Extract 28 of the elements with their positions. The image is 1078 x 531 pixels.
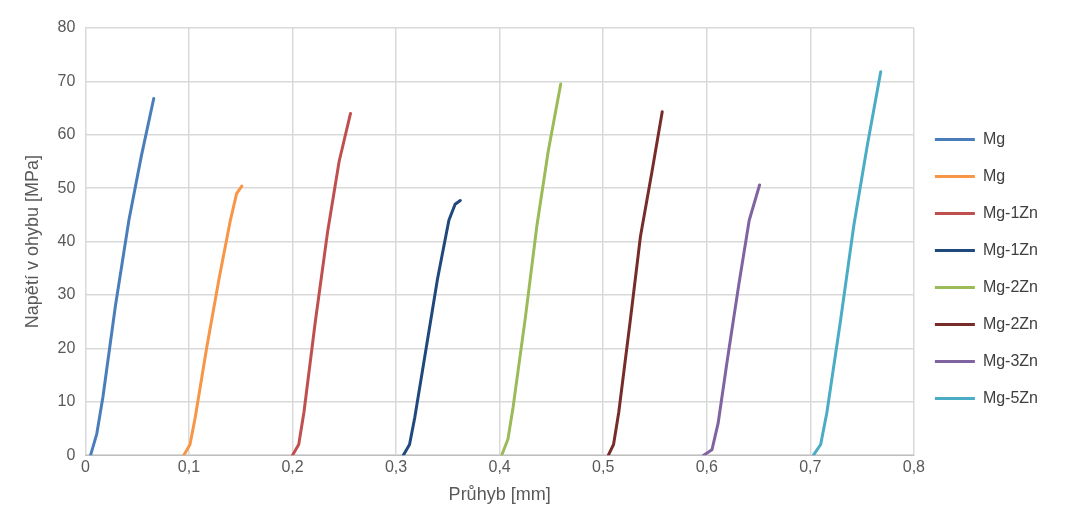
legend-label: Mg-2Zn — [982, 314, 1038, 332]
y-tick-label: 30 — [57, 285, 76, 303]
x-tick-label: 0 — [80, 458, 90, 476]
y-tick-label: 50 — [57, 178, 76, 196]
legend-label: Mg — [982, 129, 1006, 147]
legend-label: Mg-3Zn — [982, 351, 1038, 369]
x-tick-label: 0,1 — [177, 458, 201, 476]
x-tick-label: 0,4 — [488, 458, 511, 476]
legend-label: Mg-1Zn — [982, 240, 1038, 258]
y-tick-label: 80 — [57, 18, 76, 36]
x-tick-label: 0,6 — [695, 458, 718, 476]
y-tick-label: 10 — [57, 392, 76, 410]
x-tick-label: 0,2 — [281, 458, 304, 476]
x-axis-title: Průhyb [mm] — [448, 484, 551, 505]
y-axis-title: Napětí v ohybu [MPa] — [21, 155, 42, 329]
legend-label: Mg-1Zn — [982, 203, 1038, 221]
y-tick-label: 20 — [57, 338, 76, 356]
y-tick-label: 70 — [57, 71, 76, 89]
legend-label: Mg — [982, 166, 1006, 184]
x-tick-label: 0,3 — [384, 458, 408, 476]
x-tick-label: 0,8 — [902, 458, 926, 476]
y-tick-label: 60 — [57, 125, 76, 143]
y-tick-label: 40 — [57, 232, 76, 250]
legend-label: Mg-2Zn — [982, 277, 1038, 295]
x-tick-label: 0,5 — [592, 458, 615, 476]
legend-label: Mg-5Zn — [982, 388, 1038, 406]
x-tick-label: 0,7 — [799, 458, 822, 476]
y-tick-label: 0 — [66, 445, 76, 463]
